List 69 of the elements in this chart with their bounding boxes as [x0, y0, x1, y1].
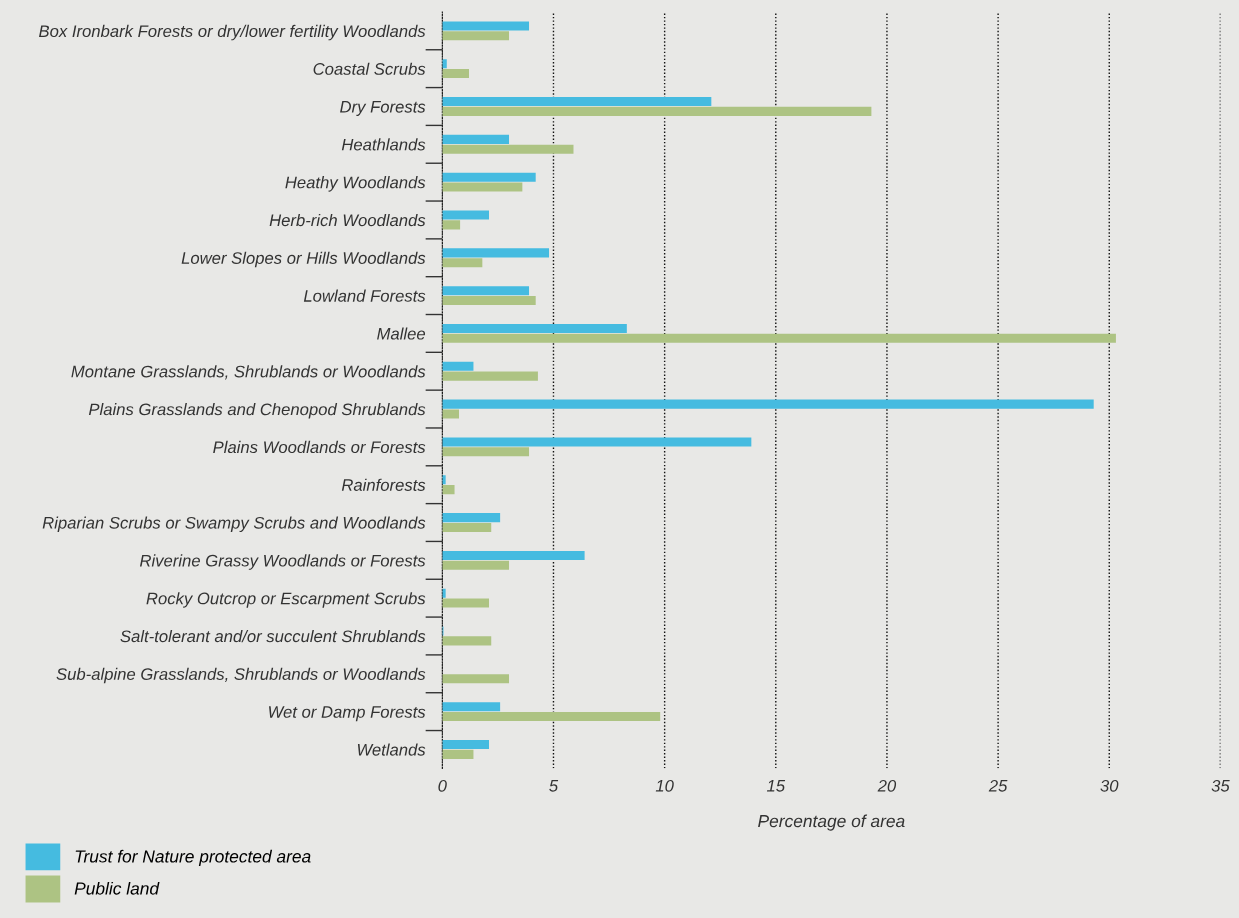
bar [442, 258, 483, 268]
bar [442, 712, 661, 722]
x-tick-label: 0 [438, 779, 447, 792]
bar [442, 59, 447, 69]
y-tick-label: Lower Slopes or Hills Woodlands [181, 251, 426, 268]
bar [442, 513, 501, 523]
bar [442, 749, 474, 759]
x-tick-label: 15 [766, 780, 786, 792]
x-tick-label: 10 [655, 779, 674, 792]
bar [442, 371, 538, 381]
bar [442, 598, 490, 608]
legend-label: Public land [74, 881, 160, 895]
bar [442, 97, 712, 107]
bar [442, 333, 1116, 343]
bar [442, 21, 530, 31]
y-tick-label: Wet or Damp Forests [269, 706, 426, 722]
y-tick-label: Riparian Scrubs or Swampy Scrubs and Woodlands [42, 516, 426, 533]
bar [442, 447, 530, 457]
x-tick-label: 30 [1100, 779, 1119, 792]
legend-label: Trust for Nature protected area [75, 849, 311, 867]
bar [442, 106, 872, 116]
x-tick-label: 5 [549, 780, 559, 792]
y-tick-label: Lowland Forests [303, 289, 426, 302]
y-tick-label: Riverine Grassy Woodlands or Forests [139, 554, 426, 570]
y-tick-label: Sub-alpine Grasslands, Shrublands or Woodlands [56, 667, 426, 684]
y-tick-label: Salt-tolerant and/or succulent Shrublands [120, 629, 426, 643]
bar [442, 437, 752, 447]
bar [442, 361, 474, 371]
y-tick-label: Dry Forests [340, 101, 426, 116]
bar [442, 295, 536, 306]
x-tick-label: 20 [877, 779, 897, 792]
bar [442, 475, 446, 485]
bar [442, 323, 627, 334]
bar [442, 409, 459, 419]
bar [442, 210, 490, 220]
bar [442, 485, 455, 495]
y-tick-label: Wetlands [357, 743, 426, 756]
bar [442, 550, 585, 560]
bar [442, 220, 461, 230]
bar [442, 588, 446, 598]
bar [442, 69, 469, 79]
bar [442, 522, 492, 532]
y-tick-label: Box Ironbark Forests or dry/lower fertility Woodlands [39, 24, 426, 41]
y-tick-label: Mallee [377, 327, 426, 340]
y-tick-label: Coastal Scrubs [313, 62, 426, 75]
bar [442, 636, 492, 646]
bar [442, 248, 550, 258]
y-tick-label: Herb-rich Woodlands [269, 213, 426, 227]
x-tick-label: 25 [988, 779, 1008, 792]
y-tick-label: Heathy Woodlands [285, 176, 426, 192]
bar [442, 286, 530, 296]
bar [442, 144, 574, 154]
y-tick-label: Rainforests [341, 478, 426, 491]
y-tick-label: Rocky Outcrop or Escarpment Scrubs [146, 592, 426, 608]
bar [442, 702, 501, 712]
y-tick-label: Plains Woodlands or Forests [213, 440, 426, 454]
y-tick-label: Heathlands [341, 138, 426, 151]
y-tick-label: Plains Grasslands and Chenopod Shrublands [88, 403, 426, 419]
bar [442, 740, 490, 750]
x-tick-label: 35 [1211, 779, 1230, 792]
bar [442, 674, 510, 684]
x-axis-title: Percentage of area [758, 814, 905, 831]
y-tick-label: Montane Grasslands, Shrublands or Woodlands [71, 365, 426, 380]
bar [442, 399, 1094, 409]
bar [442, 134, 510, 144]
bar [442, 31, 510, 41]
bar [442, 182, 523, 192]
bar [442, 560, 510, 570]
bar [442, 172, 536, 182]
